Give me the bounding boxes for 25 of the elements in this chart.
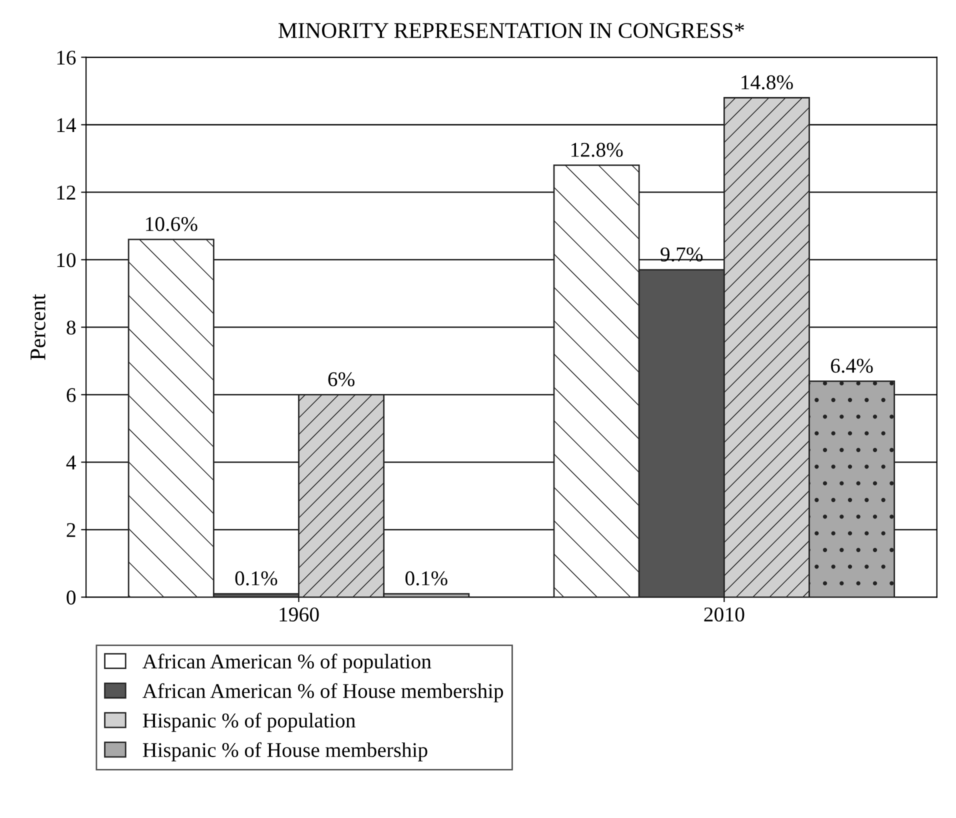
y-tick-label: 8 bbox=[66, 320, 76, 335]
y-tick-label: 14 bbox=[57, 118, 76, 132]
legend-label: African American % of population bbox=[142, 654, 432, 673]
data-label: 10.6% bbox=[146, 217, 198, 232]
data-label: 14.8% bbox=[742, 75, 793, 90]
y-tick-label: 4 bbox=[66, 456, 76, 470]
x-tick-label: 2010 bbox=[704, 607, 744, 622]
data-label: 0.1% bbox=[405, 571, 448, 586]
y-tick-label: 6 bbox=[66, 388, 76, 402]
y-tick-label: 10 bbox=[57, 253, 76, 268]
data-label: 9.7% bbox=[660, 247, 703, 262]
data-label: 12.8% bbox=[571, 142, 623, 157]
y-tick-label: 0 bbox=[66, 590, 76, 605]
legend-label: Hispanic % of House membership bbox=[142, 742, 428, 762]
legend-label: Hispanic % of population bbox=[142, 712, 356, 732]
y-axis-title: Percent bbox=[30, 294, 46, 360]
y-tick-label: 16 bbox=[57, 50, 76, 65]
chart-title: MINORITY REPRESENTATION IN CONGRESS* bbox=[278, 23, 744, 38]
y-tick-label: 2 bbox=[66, 523, 76, 537]
y-tick-label: 12 bbox=[57, 186, 76, 200]
legend-label: African American % of House membership bbox=[142, 683, 504, 702]
data-label: 6.4% bbox=[830, 358, 873, 373]
x-tick-label: 1960 bbox=[280, 607, 319, 622]
data-label: 0.1% bbox=[235, 571, 278, 586]
data-label: 6% bbox=[328, 372, 354, 386]
